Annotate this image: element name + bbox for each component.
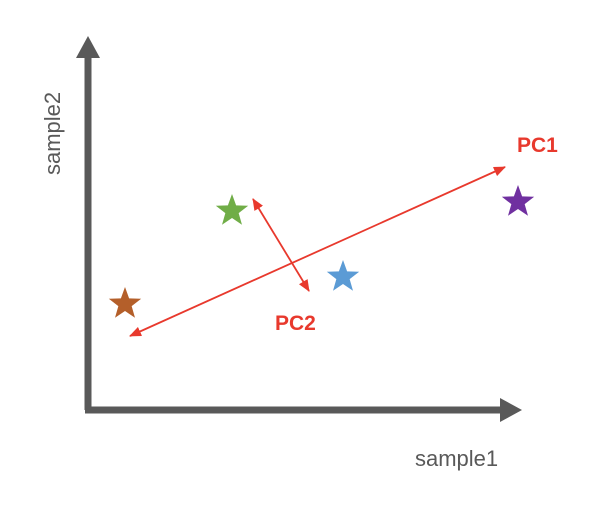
x-axis-label: sample1 (415, 446, 498, 471)
sample-points (108, 185, 535, 318)
axes (76, 36, 522, 422)
star-icon-blue (326, 260, 360, 291)
pc1-label: PC1 (517, 134, 558, 157)
pc2-label: PC2 (275, 312, 316, 335)
star-icon-purple (501, 185, 535, 216)
x-axis-arrowhead (500, 398, 522, 422)
pc1-arrow (129, 166, 506, 337)
y-axis-arrowhead (76, 36, 100, 58)
star-icon-green (215, 194, 249, 225)
y-axis-label: sample2 (40, 92, 65, 175)
pc2-arrow (252, 198, 310, 292)
star-icon-brown (108, 287, 142, 318)
